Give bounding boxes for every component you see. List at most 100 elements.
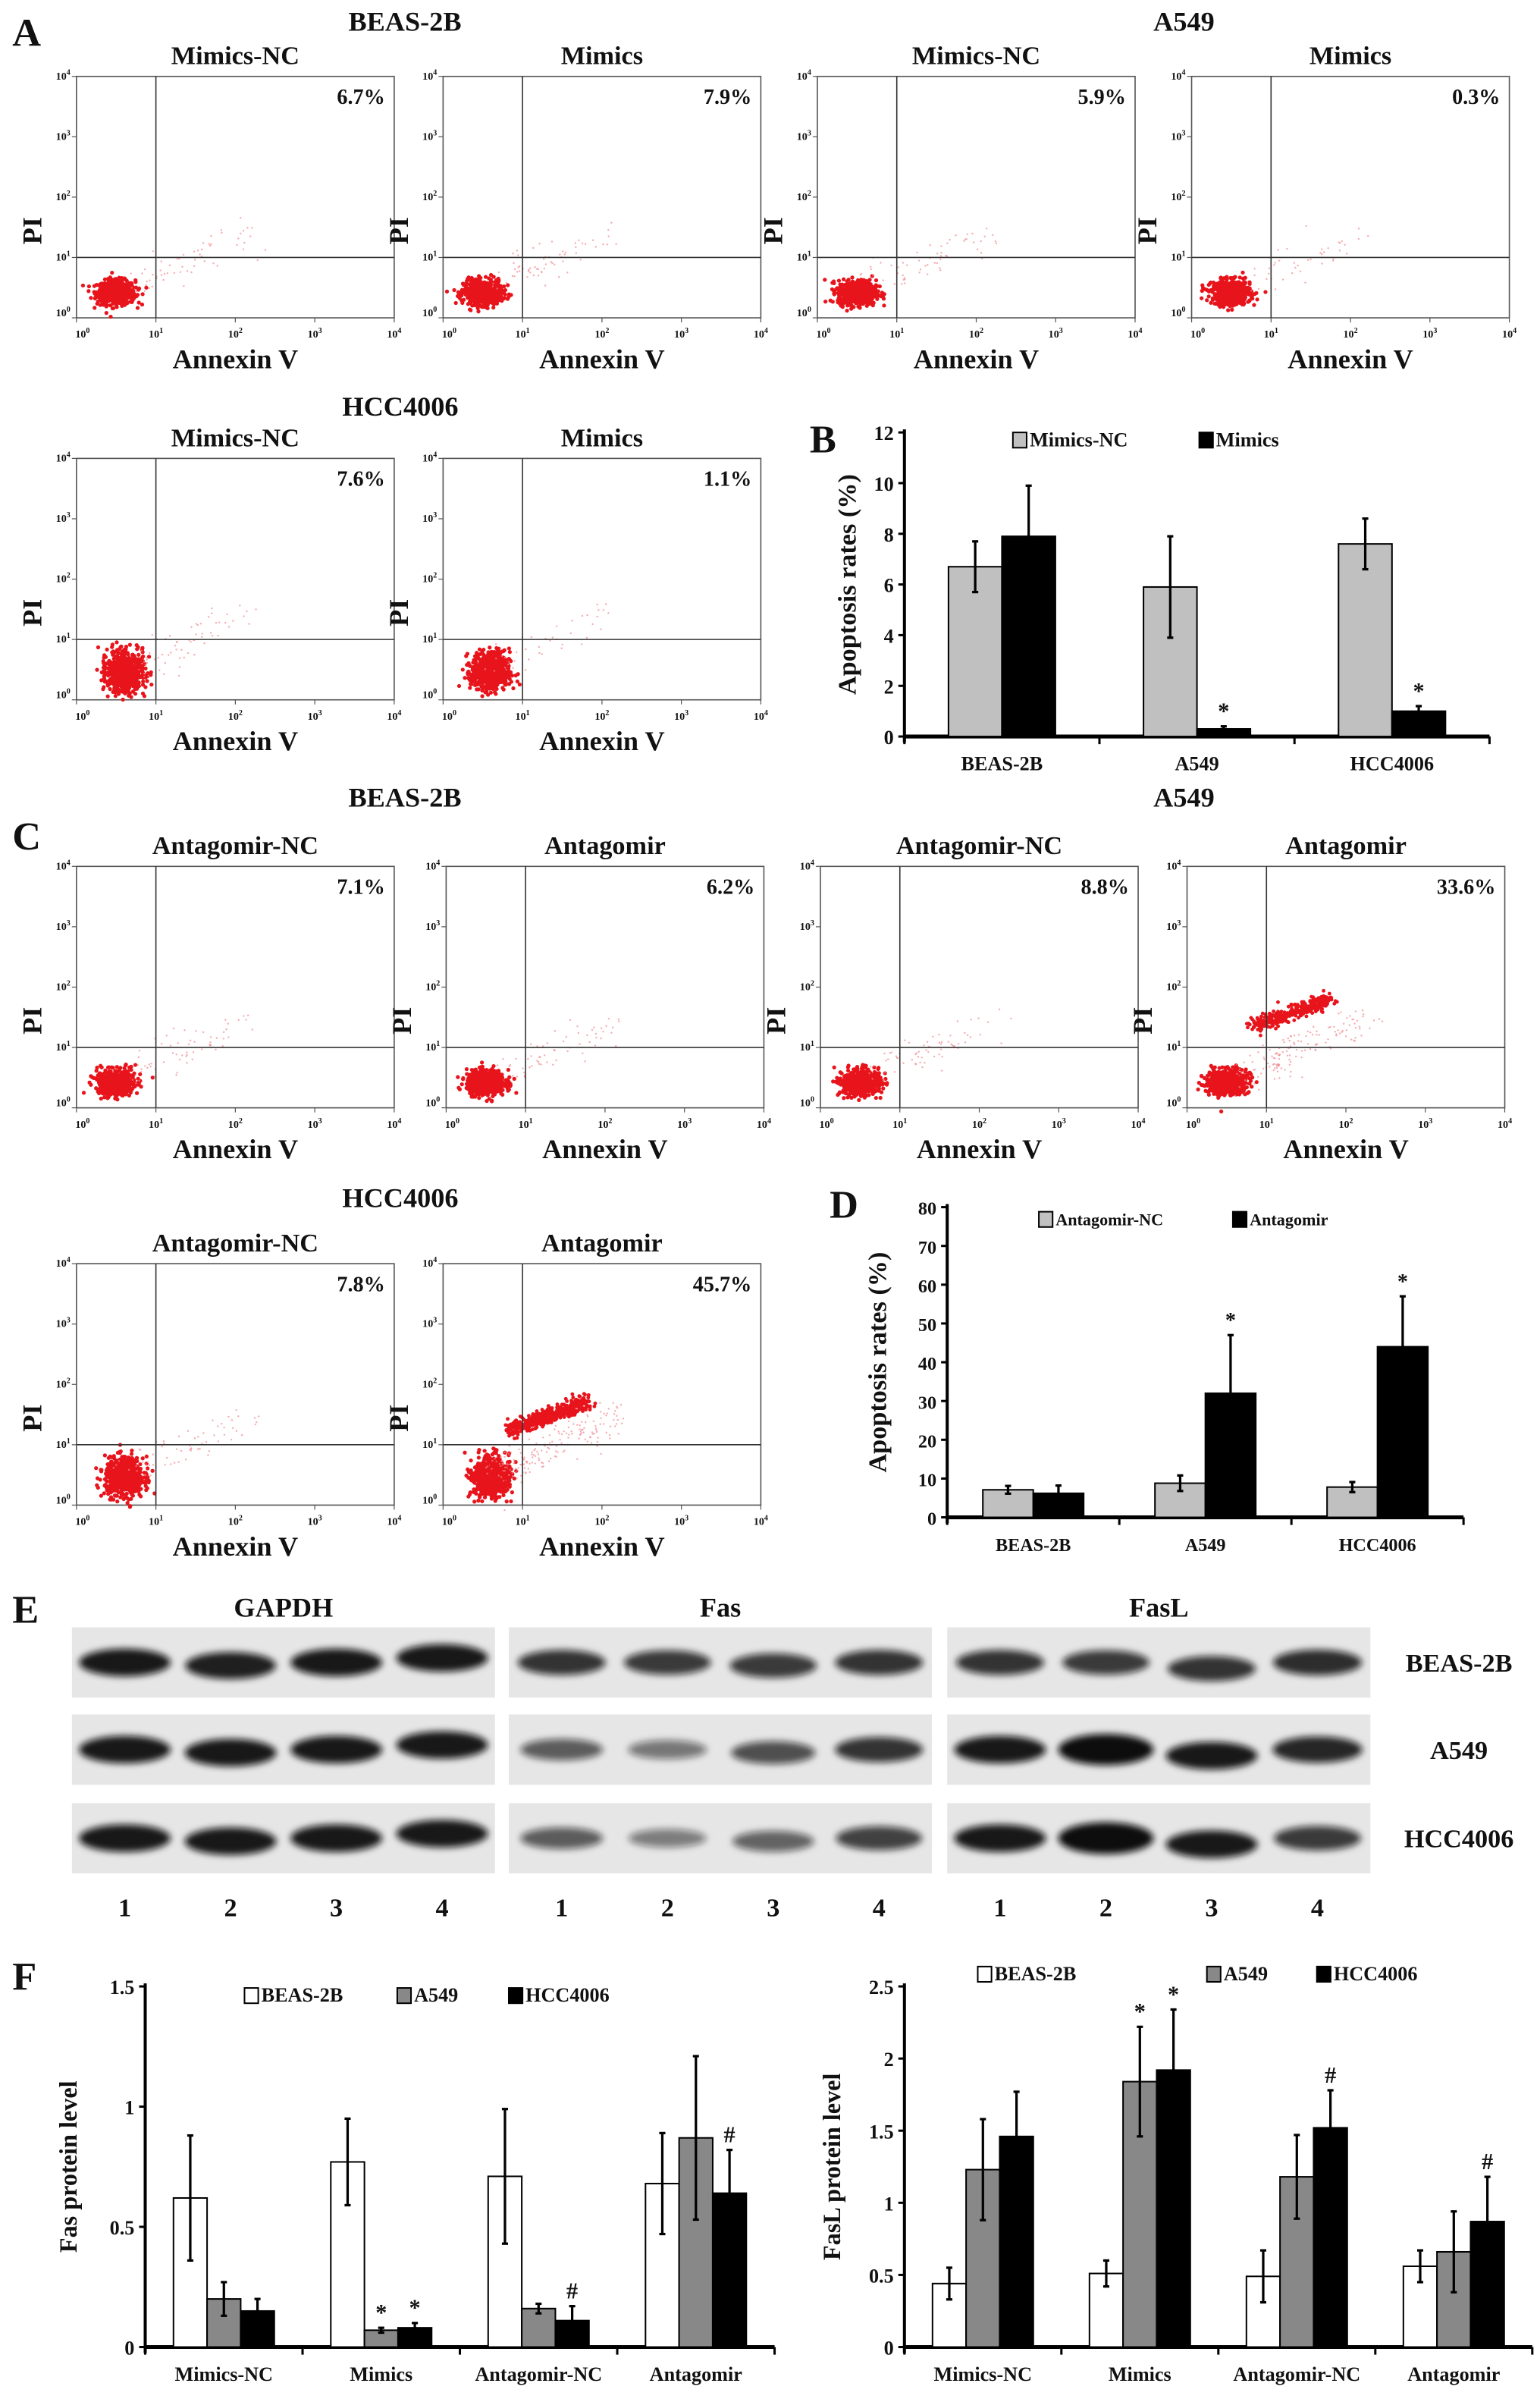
x-tick-label: 104 — [754, 709, 768, 723]
event-dot — [1281, 278, 1284, 281]
event-dot — [193, 654, 196, 656]
event-dot — [173, 272, 176, 275]
event-dot — [506, 283, 510, 287]
tick-exponent: 4 — [1513, 327, 1516, 335]
event-dot — [255, 608, 257, 611]
event-dot — [482, 293, 487, 297]
event-dot — [994, 240, 997, 243]
event-dot — [1200, 283, 1205, 287]
event-dot — [140, 302, 145, 307]
event-dot — [129, 292, 133, 297]
event-dot — [919, 268, 922, 271]
event-dot — [983, 235, 986, 237]
event-dot — [111, 656, 116, 661]
event-dot — [516, 250, 519, 252]
event-dot — [116, 683, 121, 688]
event-dot — [515, 651, 518, 654]
event-dot — [102, 685, 106, 689]
event-dot — [129, 1064, 133, 1069]
tick-exponent: 2 — [239, 1117, 243, 1126]
event-dot — [1206, 294, 1211, 299]
event-dot — [456, 683, 462, 689]
event-dot — [472, 670, 476, 674]
x-tick-label: 102 — [594, 709, 609, 723]
event-dot — [130, 287, 133, 289]
event-dot — [513, 673, 518, 678]
event-dot — [606, 243, 609, 246]
event-dot — [917, 259, 921, 262]
x-axis-label: Annexin V — [1288, 344, 1413, 375]
x-tick-label: 103 — [674, 327, 688, 341]
x-tick-label: 103 — [1049, 327, 1063, 341]
event-dot — [104, 290, 109, 294]
event-dot — [142, 694, 147, 699]
event-dot — [903, 277, 906, 279]
event-dot — [527, 270, 530, 272]
event-dot — [1254, 290, 1259, 296]
y-tick-label: 101 — [422, 632, 437, 645]
event-dot — [478, 678, 482, 683]
event-dot — [1249, 292, 1253, 297]
tick-exponent: 0 — [1181, 306, 1185, 314]
y-tick-label: 100 — [56, 306, 71, 319]
tick-exponent: 1 — [808, 250, 811, 258]
event-dot — [212, 262, 215, 265]
y-tick-label: 103 — [56, 919, 71, 933]
event-dot — [469, 308, 473, 312]
event-dot — [525, 648, 527, 651]
event-dot — [201, 633, 203, 635]
event-dot — [1274, 262, 1276, 264]
tick-exponent: 0 — [86, 327, 89, 335]
y-tick-label: 102 — [56, 190, 71, 203]
event-dot — [120, 276, 124, 281]
event-dot — [161, 653, 164, 656]
x-tick-label: 102 — [228, 327, 243, 341]
event-dot — [528, 272, 532, 274]
x-tick-label: 100 — [75, 709, 89, 723]
event-dot — [1250, 297, 1255, 301]
event-dot — [162, 278, 165, 281]
event-dot — [494, 642, 497, 645]
event-dot — [1267, 272, 1270, 275]
tick-exponent: 0 — [67, 688, 71, 696]
event-dot — [108, 303, 113, 308]
event-dot — [918, 272, 921, 274]
event-dot — [89, 296, 93, 300]
event-dot — [143, 672, 146, 675]
event-dot — [460, 667, 465, 672]
event-dot — [1299, 270, 1302, 272]
event-dot — [1332, 258, 1335, 260]
event-dot — [882, 303, 886, 308]
event-dot — [106, 295, 111, 300]
event-dot — [140, 664, 145, 668]
tick-exponent: 3 — [1433, 327, 1437, 335]
event-dot — [114, 640, 119, 645]
event-dot — [470, 303, 475, 308]
x-tick-label: 100 — [75, 327, 89, 341]
event-dot — [510, 674, 515, 678]
event-dot — [1210, 296, 1215, 300]
x-tick-label: 100 — [816, 327, 830, 341]
tick-exponent: 2 — [1181, 190, 1185, 198]
event-dot — [470, 674, 475, 679]
event-dot — [195, 633, 197, 636]
x-tick-label: 100 — [1190, 327, 1205, 341]
event-dot — [532, 246, 535, 250]
event-dot — [543, 258, 545, 260]
event-dot — [112, 667, 117, 673]
event-dot — [980, 240, 983, 243]
event-dot — [557, 276, 560, 278]
event-dot — [1291, 272, 1294, 275]
x-axis-label: Annexin V — [914, 344, 1040, 375]
x-tick-label: 104 — [387, 1117, 401, 1131]
event-dot — [1200, 296, 1204, 300]
x-tick-label: 103 — [308, 1117, 322, 1131]
tick-exponent: 0 — [453, 327, 456, 335]
y-tick-label: 104 — [56, 859, 71, 872]
apoptosis-percent: 6.7% — [337, 86, 384, 109]
event-dot — [550, 261, 552, 263]
tick-exponent: 0 — [67, 306, 71, 314]
event-dot — [105, 683, 110, 688]
event-dot — [843, 283, 848, 288]
